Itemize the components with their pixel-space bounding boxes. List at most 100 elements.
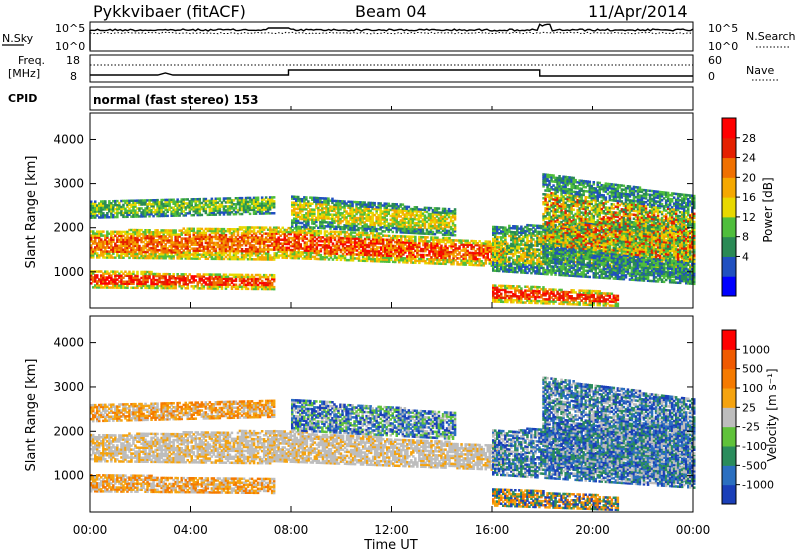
heatmap-cell [486, 242, 490, 245]
heatmap-cell [188, 249, 192, 252]
heatmap-cell [182, 231, 186, 234]
heatmap-cell [391, 202, 395, 206]
heatmap-cell [212, 243, 216, 247]
heatmap-cell [244, 208, 248, 212]
heatmap-cell [484, 240, 488, 243]
heatmap-cell [361, 257, 365, 260]
heatmap-cell [369, 223, 372, 226]
heatmap-cell [598, 298, 602, 301]
heatmap-cell [188, 204, 192, 207]
heatmap-cell [383, 220, 387, 223]
heatmap-cell [196, 211, 200, 215]
heatmap-cell [130, 205, 133, 208]
heatmap-cell [100, 252, 103, 255]
heatmap-cell [102, 286, 105, 289]
heatmap-cell [240, 240, 244, 243]
heatmap-cell [482, 244, 486, 247]
heatmap-cell [490, 262, 494, 265]
heatmap-cell [232, 251, 236, 255]
heatmap-cell [389, 208, 393, 212]
heatmap-cell [365, 259, 369, 263]
heatmap-cell [138, 232, 141, 236]
heatmap-cell [246, 275, 250, 279]
heatmap-cell [333, 207, 336, 211]
heatmap-cell [453, 224, 457, 227]
heatmap-cell [532, 295, 535, 299]
heatmap-cell [347, 214, 350, 217]
heatmap-cell [188, 202, 192, 205]
heatmap-cell [377, 220, 380, 223]
heatmap-cell [470, 251, 473, 255]
heatmap-cell [319, 222, 322, 226]
heatmap-cell [178, 283, 181, 286]
heatmap-cell [289, 226, 293, 230]
heatmap-cell [406, 259, 409, 262]
heatmap-cell [104, 240, 107, 243]
heatmap-cell [250, 273, 254, 277]
heatmap-cell [281, 248, 285, 251]
heatmap-cell [162, 253, 165, 256]
heatmap-cell [156, 200, 159, 204]
heatmap-cell [439, 231, 443, 234]
heatmap-cell [98, 284, 101, 287]
heatmap-cell [100, 216, 103, 219]
heatmap-cell [252, 258, 256, 261]
heatmap-cell [148, 213, 151, 216]
heatmap-cell [371, 225, 374, 229]
heatmap-cell [144, 246, 147, 250]
heatmap-cell [438, 246, 441, 249]
heatmap-cell [90, 230, 93, 233]
heatmap-cell [289, 248, 293, 252]
heatmap-cell [462, 257, 465, 260]
heatmap-cell [244, 275, 248, 279]
heatmap-cell [170, 245, 173, 248]
heatmap-cell [174, 239, 177, 242]
heatmap-cell [110, 244, 113, 247]
heatmap-cell [428, 252, 431, 255]
heatmap-cell [558, 294, 561, 298]
heatmap-cell [325, 250, 329, 253]
heatmap-cell [232, 232, 236, 235]
heatmap-cell [281, 246, 285, 249]
heatmap-cell [401, 231, 405, 234]
heatmap-cell [375, 240, 379, 243]
heatmap-cell [270, 204, 274, 207]
heatmap-cell [122, 276, 125, 279]
heatmap-cell [96, 284, 99, 287]
heatmap-cell [275, 228, 278, 231]
heatmap-cell [580, 293, 583, 296]
heatmap-cell [430, 256, 433, 259]
heatmap-cell [114, 215, 117, 219]
heatmap-cell [134, 209, 137, 212]
heatmap-cell [228, 199, 232, 202]
heatmap-cell [311, 247, 315, 251]
heatmap-cell [406, 247, 409, 250]
heatmap-cell [252, 252, 256, 255]
heatmap-cell [418, 241, 421, 245]
heatmap-cell [311, 216, 314, 219]
heatmap-cell [552, 300, 555, 303]
heatmap-cell [204, 273, 208, 276]
heatmap-cell [383, 224, 387, 227]
heatmap-cell [98, 248, 101, 251]
heatmap-cell [110, 274, 113, 277]
heatmap-cell [206, 285, 210, 288]
heatmap-cell [448, 260, 451, 264]
heatmap-cell [405, 231, 409, 234]
heatmap-cell [542, 294, 545, 297]
heatmap-cell [228, 211, 232, 214]
heatmap-cell [325, 234, 329, 237]
heatmap-cell [248, 258, 252, 261]
heatmap-cell [94, 232, 97, 235]
heatmap-cell [110, 238, 113, 241]
heatmap-cell [170, 257, 173, 260]
heatmap-cell [196, 198, 200, 201]
heatmap-cell [178, 206, 181, 209]
heatmap-cell [200, 253, 204, 256]
heatmap-cell [170, 286, 173, 290]
heatmap-cell [520, 299, 523, 302]
heatmap-cell [512, 295, 515, 298]
heatmap-cell [162, 247, 165, 250]
heatmap-cell [174, 231, 177, 234]
heatmap-cell [343, 233, 347, 236]
